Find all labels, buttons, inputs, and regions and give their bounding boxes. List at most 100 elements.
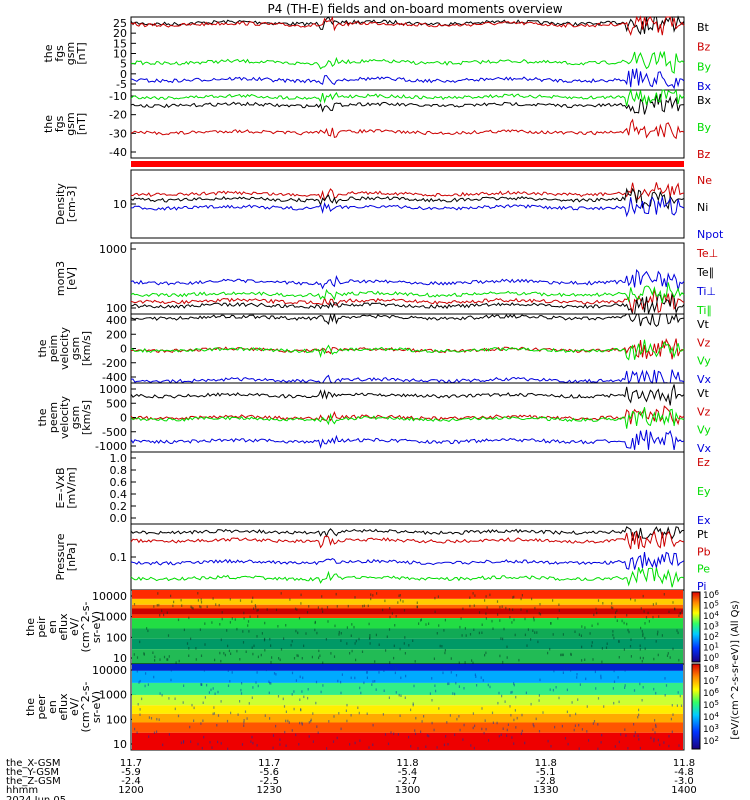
heatmap-speck bbox=[200, 598, 202, 601]
heatmap-speck bbox=[242, 641, 245, 644]
heatmap-speck bbox=[393, 644, 395, 648]
heatmap-speck bbox=[159, 614, 161, 617]
heatmap-speck bbox=[444, 666, 446, 670]
heatmap-speck bbox=[243, 721, 245, 724]
heatmap-speck bbox=[363, 604, 365, 608]
heatmap-speck bbox=[333, 655, 336, 658]
heatmap-speck bbox=[141, 697, 143, 701]
heatmap-speck bbox=[200, 682, 202, 686]
heatmap-speck bbox=[640, 607, 642, 610]
heatmap-speck bbox=[630, 597, 632, 601]
heatmap-speck bbox=[534, 606, 536, 610]
heatmap-speck bbox=[257, 655, 259, 659]
heatmap-speck bbox=[511, 621, 513, 624]
heatmap-speck bbox=[580, 634, 582, 637]
y-axis-label: fgs bbox=[53, 45, 66, 62]
heatmap-speck bbox=[655, 602, 657, 605]
y-axis-label: the bbox=[36, 408, 49, 426]
heatmap-speck bbox=[536, 631, 538, 634]
heatmap-speck bbox=[426, 734, 428, 737]
heatmap-speck bbox=[378, 671, 380, 674]
heatmap-speck bbox=[591, 644, 593, 648]
heatmap-speck bbox=[506, 645, 508, 649]
heatmap-speck bbox=[166, 611, 168, 614]
heatmap-speck bbox=[638, 713, 640, 717]
heatmap-speck bbox=[285, 710, 287, 713]
heatmap-band bbox=[132, 638, 683, 650]
heatmap-speck bbox=[655, 691, 657, 695]
heatmap-speck bbox=[652, 728, 654, 731]
heatmap-speck bbox=[158, 603, 160, 607]
heatmap-speck bbox=[338, 630, 340, 634]
heatmap-speck bbox=[369, 642, 371, 645]
heatmap-speck bbox=[420, 619, 422, 622]
colorbar-tick: 108 bbox=[703, 663, 719, 675]
heatmap-speck bbox=[434, 596, 436, 600]
heatmap-speck bbox=[265, 668, 267, 672]
heatmap-speck bbox=[639, 648, 641, 651]
y-tick-label: -10 bbox=[109, 90, 127, 103]
heatmap-speck bbox=[653, 737, 655, 741]
heatmap-speck bbox=[601, 733, 603, 737]
heatmap-speck bbox=[201, 746, 203, 750]
heatmap-speck bbox=[355, 639, 357, 643]
heatmap-speck bbox=[340, 727, 342, 731]
y-axis-label: gsm bbox=[69, 337, 82, 360]
heatmap-speck bbox=[591, 624, 593, 627]
heatmap-speck bbox=[239, 658, 241, 661]
heatmap-speck bbox=[166, 658, 168, 661]
heatmap-speck bbox=[253, 644, 255, 648]
heatmap-speck bbox=[197, 592, 199, 595]
heatmap-speck bbox=[602, 602, 604, 605]
heatmap-speck bbox=[562, 633, 564, 636]
heatmap-speck bbox=[410, 708, 412, 712]
heatmap-speck bbox=[666, 654, 669, 657]
heatmap-speck bbox=[133, 603, 136, 606]
heatmap-speck bbox=[397, 733, 399, 736]
heatmap-speck bbox=[359, 739, 361, 742]
y-tick-label: -20 bbox=[109, 109, 127, 122]
heatmap-speck bbox=[156, 730, 158, 733]
heatmap-speck bbox=[345, 709, 347, 712]
heatmap-speck bbox=[167, 667, 169, 670]
y-axis-label: peer bbox=[35, 694, 48, 720]
colorbar-bottom bbox=[691, 663, 701, 750]
y-axis-label: gsm bbox=[64, 42, 77, 65]
heatmap-speck bbox=[291, 640, 293, 643]
heatmap-speck bbox=[280, 648, 283, 651]
heatmap-speck bbox=[624, 684, 626, 687]
heatmap-speck bbox=[354, 596, 356, 599]
heatmap-speck bbox=[144, 684, 146, 688]
heatmap-speck bbox=[458, 685, 460, 688]
heatmap-speck bbox=[395, 615, 397, 618]
heatmap-speck bbox=[300, 593, 302, 597]
heatmap-speck bbox=[633, 723, 635, 726]
heatmap-speck bbox=[229, 598, 231, 601]
heatmap-speck bbox=[175, 661, 177, 664]
heatmap-speck bbox=[204, 622, 206, 625]
heatmap-speck bbox=[499, 605, 501, 609]
heatmap-speck bbox=[256, 609, 258, 612]
heatmap-speck bbox=[596, 611, 598, 615]
heatmap-speck bbox=[180, 598, 182, 602]
heatmap-speck bbox=[243, 724, 245, 727]
heatmap-speck bbox=[374, 680, 376, 683]
heatmap-speck bbox=[231, 617, 233, 620]
heatmap-speck bbox=[158, 718, 160, 721]
y-axis-label: [cm-3] bbox=[65, 186, 78, 222]
y-tick-label: 1.0 bbox=[110, 452, 128, 465]
heatmap-speck bbox=[515, 695, 517, 699]
heatmap-speck bbox=[287, 719, 289, 723]
heatmap-speck bbox=[200, 605, 202, 609]
heatmap-speck bbox=[203, 735, 205, 739]
y-tick-label: 10 bbox=[113, 48, 127, 61]
heatmap-speck bbox=[370, 597, 372, 601]
heatmap-speck bbox=[372, 723, 374, 727]
legend-bx: Bx bbox=[697, 94, 712, 107]
heatmap-speck bbox=[242, 630, 244, 633]
panel-p3: 10 Density[cm-3] Ne Ni Npot bbox=[54, 169, 724, 241]
heatmap-speck bbox=[434, 610, 436, 613]
heatmap-speck bbox=[290, 643, 292, 647]
heatmap-speck bbox=[653, 739, 655, 743]
heatmap-speck bbox=[472, 592, 474, 595]
